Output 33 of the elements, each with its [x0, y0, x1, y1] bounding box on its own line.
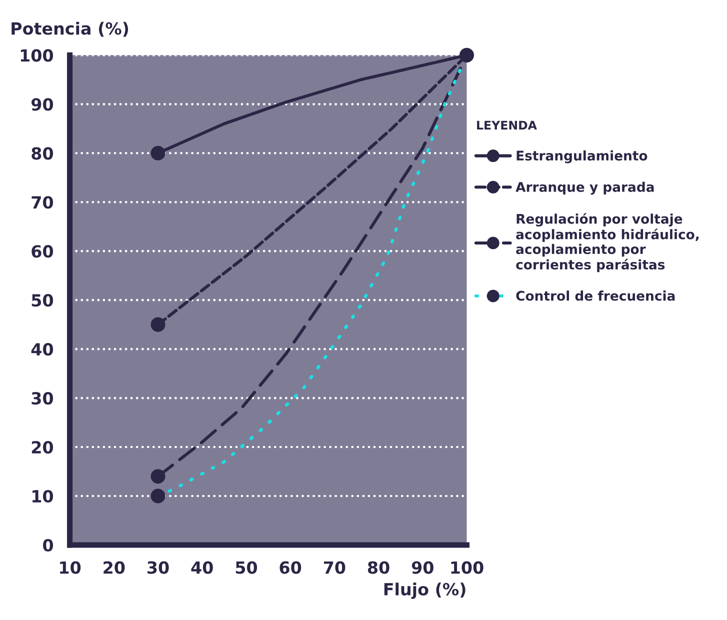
y-tick-label: 70 [32, 196, 54, 209]
x-tick-label: 90 [412, 561, 434, 574]
x-tick-label: 10 [60, 561, 81, 574]
y-tick-label: 80 [32, 147, 54, 160]
legend-label: Control de frecuencia [516, 290, 675, 301]
legend-label: Estrangulamiento [516, 150, 648, 164]
y-tick-label: 60 [32, 245, 54, 258]
x-axis-title: Flujo (%) [384, 582, 466, 599]
y-tick-label: 20 [32, 440, 54, 454]
x-tick-label: 70 [324, 561, 346, 574]
y-axis-title: Potencia (%) [12, 22, 128, 37]
y-tick-label: 40 [31, 343, 54, 356]
x-tick-label: 50 [236, 561, 258, 574]
x-tick-label: 30 [148, 561, 169, 574]
x-tick-label: 100 [451, 561, 484, 574]
x-tick-label: 60 [280, 561, 302, 574]
point [150, 317, 166, 332]
y-tick-label: 10 [32, 490, 54, 503]
point [150, 488, 166, 504]
point [459, 48, 474, 62]
y-tick-label: 90 [31, 98, 54, 111]
y-tick-label: 100 [20, 49, 54, 62]
y-tick-label: 0 [43, 538, 54, 552]
x-tick-label: 40 [191, 561, 213, 574]
x-tick-label: 20 [104, 561, 125, 574]
point [150, 146, 166, 160]
y-tick-label: 30 [32, 392, 54, 405]
point [150, 469, 166, 484]
legend-title: LEYENDA [477, 120, 537, 130]
legend-label: Regulación por voltaje acoplamiento hidráulico, acoplamiento por corrientes parásitas [516, 213, 699, 272]
legend-label: Arranque y parada [516, 182, 654, 195]
x-tick-label: 80 [368, 561, 390, 574]
y-tick-label: 50 [32, 294, 54, 307]
